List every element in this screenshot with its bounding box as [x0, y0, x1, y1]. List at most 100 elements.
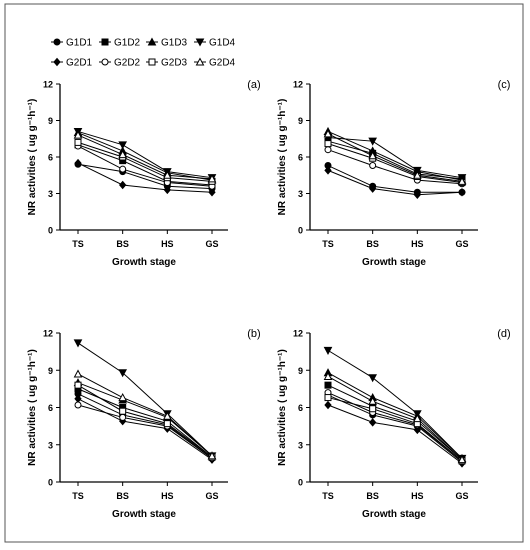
y-axis-label: NR activities ( ug g⁻¹h⁻¹): [277, 99, 288, 216]
legend-label: G2D4: [209, 58, 236, 69]
y-tick-label: 12: [43, 329, 53, 339]
data-point: [324, 394, 332, 402]
x-tick-label: GS: [205, 239, 218, 249]
series-g2d4: [73, 130, 217, 183]
chart-panel-b: 0 3 6 9 12 TS BS HS GS Growth stage NR activities …: [27, 328, 261, 520]
legend-label: G2D1: [66, 58, 93, 69]
x-axis-label: Growth stage: [362, 257, 426, 268]
series-line: [327, 372, 463, 459]
x-tick-label: TS: [72, 239, 84, 249]
data-point: [324, 140, 332, 148]
y-tick-label: 12: [43, 80, 53, 90]
y-axis-label: NR activities ( ug g⁻¹h⁻¹): [27, 349, 38, 466]
panels: 0 3 6 9 12 TS BS HS GS Growth stage NR activities …: [27, 79, 511, 520]
series-line: [77, 384, 213, 458]
y-tick-label: 0: [298, 226, 303, 236]
panel-label: (d): [497, 328, 510, 340]
series-line: [77, 132, 213, 181]
data-point: [324, 166, 332, 175]
legend-marker: [195, 38, 205, 47]
data-point: [74, 401, 82, 409]
data-point: [368, 396, 378, 405]
data-point: [412, 166, 422, 175]
x-tick-label: TS: [72, 491, 84, 501]
y-tick-label: 9: [48, 366, 53, 376]
y-tick-label: 0: [298, 478, 303, 488]
data-point: [323, 346, 333, 355]
legend-label: G1D3: [161, 38, 188, 49]
legend-item-g1d1: G1D1: [51, 38, 93, 49]
y-tick-label: 9: [48, 116, 53, 126]
x-tick-label: BS: [366, 491, 379, 501]
y-tick-label: 6: [48, 153, 53, 163]
series-line: [327, 137, 463, 179]
legend-marker: [195, 57, 205, 66]
series-line: [77, 134, 213, 180]
legend-marker: [101, 58, 109, 66]
x-tick-label: BS: [366, 239, 379, 249]
data-point: [369, 418, 377, 427]
data-point: [73, 369, 83, 378]
data-point: [74, 158, 82, 168]
data-point: [74, 138, 82, 146]
legend-label: G1D1: [66, 38, 93, 49]
data-point: [162, 411, 172, 420]
y-tick-label: 9: [298, 116, 303, 126]
data-point: [119, 407, 127, 415]
figure-frame: [4, 3, 524, 543]
series-line: [327, 376, 463, 461]
series-line: [77, 373, 213, 457]
legend-marker: [53, 38, 61, 46]
series-line: [327, 133, 463, 182]
y-tick-label: 3: [48, 189, 53, 199]
series-line: [327, 397, 463, 462]
data-point: [413, 425, 421, 435]
x-axis-label: Growth stage: [362, 509, 426, 520]
y-tick-label: 12: [293, 80, 303, 90]
x-tick-label: HS: [411, 491, 424, 501]
series-g2d4: [323, 129, 467, 185]
data-point: [368, 151, 378, 160]
data-point: [412, 410, 422, 419]
data-point: [163, 185, 171, 195]
x-axis-label: Growth stage: [112, 257, 176, 268]
legend-item-g2d3: G2D3: [146, 58, 188, 69]
x-tick-label: TS: [322, 239, 334, 249]
legend-label: G2D3: [161, 58, 188, 69]
chart-panel-a: 0 3 6 9 12 TS BS HS GS Growth stage NR activities …: [27, 79, 261, 268]
legend: G1D1 G1D2 G1D3 G1D4 G2D1 G2D2 G2D3 G2D4: [51, 37, 236, 69]
data-point: [368, 137, 378, 146]
panel-label: (a): [247, 79, 260, 91]
data-point: [73, 130, 83, 139]
data-point: [73, 339, 83, 348]
y-tick-label: 9: [298, 366, 303, 376]
series-g2d1: [74, 158, 216, 197]
y-axis-label: NR activities ( ug g⁻¹h⁻¹): [277, 349, 288, 466]
legend-label: G2D2: [114, 58, 141, 69]
series-line: [77, 342, 213, 457]
data-point: [458, 188, 466, 197]
y-tick-label: 6: [298, 153, 303, 163]
x-tick-label: HS: [161, 491, 174, 501]
data-point: [207, 451, 217, 460]
legend-item-g2d4: G2D4: [194, 57, 236, 69]
y-tick-label: 3: [298, 189, 303, 199]
chart-panel-d: 0 3 6 9 12 TS BS HS GS Growth stage NR activities …: [277, 328, 511, 520]
series-line: [77, 144, 213, 186]
data-point: [118, 369, 128, 378]
data-point: [369, 162, 377, 170]
y-axis-label: NR activities ( ug g⁻¹h⁻¹): [27, 99, 38, 216]
legend-item-g2d2: G2D2: [99, 58, 141, 69]
y-tick-label: 3: [48, 440, 53, 450]
series-line: [327, 165, 462, 193]
legend-item-g1d4: G1D4: [194, 38, 236, 49]
series-line: [327, 404, 463, 464]
series-line: [77, 163, 213, 190]
data-point: [324, 146, 332, 154]
series-line: [77, 141, 213, 182]
legend-item-g2d1: G2D1: [51, 58, 93, 69]
y-tick-label: 0: [48, 226, 53, 236]
data-point: [457, 455, 467, 464]
y-tick-label: 6: [298, 403, 303, 413]
